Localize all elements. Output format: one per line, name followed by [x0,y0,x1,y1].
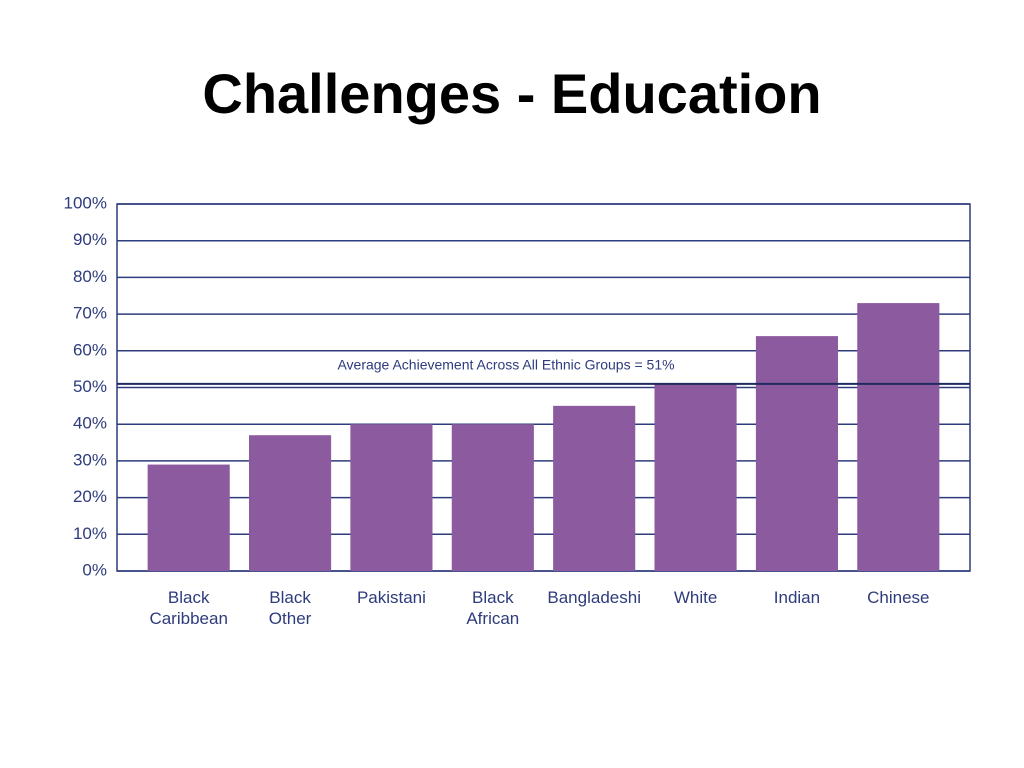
y-tick-label: 50% [73,377,107,396]
reference-label: Average Achievement Across All Ethnic Gr… [337,357,674,373]
x-tick-label: White [674,588,717,607]
y-tick-label: 60% [73,340,107,359]
y-tick-label: 10% [73,524,107,543]
x-tick-label: Black Caribbean [149,588,227,628]
plot-frame [116,203,971,572]
chart-title: Challenges - Education [202,62,821,125]
x-tick-label: Black African [466,588,519,628]
bar [654,383,737,571]
y-tick-label: 70% [73,304,107,323]
y-tick-label: 80% [73,267,107,286]
x-tick-label: Bangladeshi [547,588,641,607]
bar [147,464,230,571]
x-tick-label: Pakistani [357,588,426,607]
y-tick-label: 20% [73,487,107,506]
x-tick-label: Indian [774,588,820,607]
y-tick-label: 100% [64,193,107,212]
bar [451,424,534,571]
y-tick-label: 40% [73,414,107,433]
y-tick-label: 90% [73,230,107,249]
bar [553,405,636,571]
x-tick-label: Chinese [867,588,929,607]
y-tick-label: 0% [82,560,107,579]
bar [350,424,433,571]
bar [857,303,940,571]
x-tick-label: Black Other [269,588,312,628]
bar [249,435,332,571]
y-tick-label: 30% [73,450,107,469]
bar [755,336,838,571]
